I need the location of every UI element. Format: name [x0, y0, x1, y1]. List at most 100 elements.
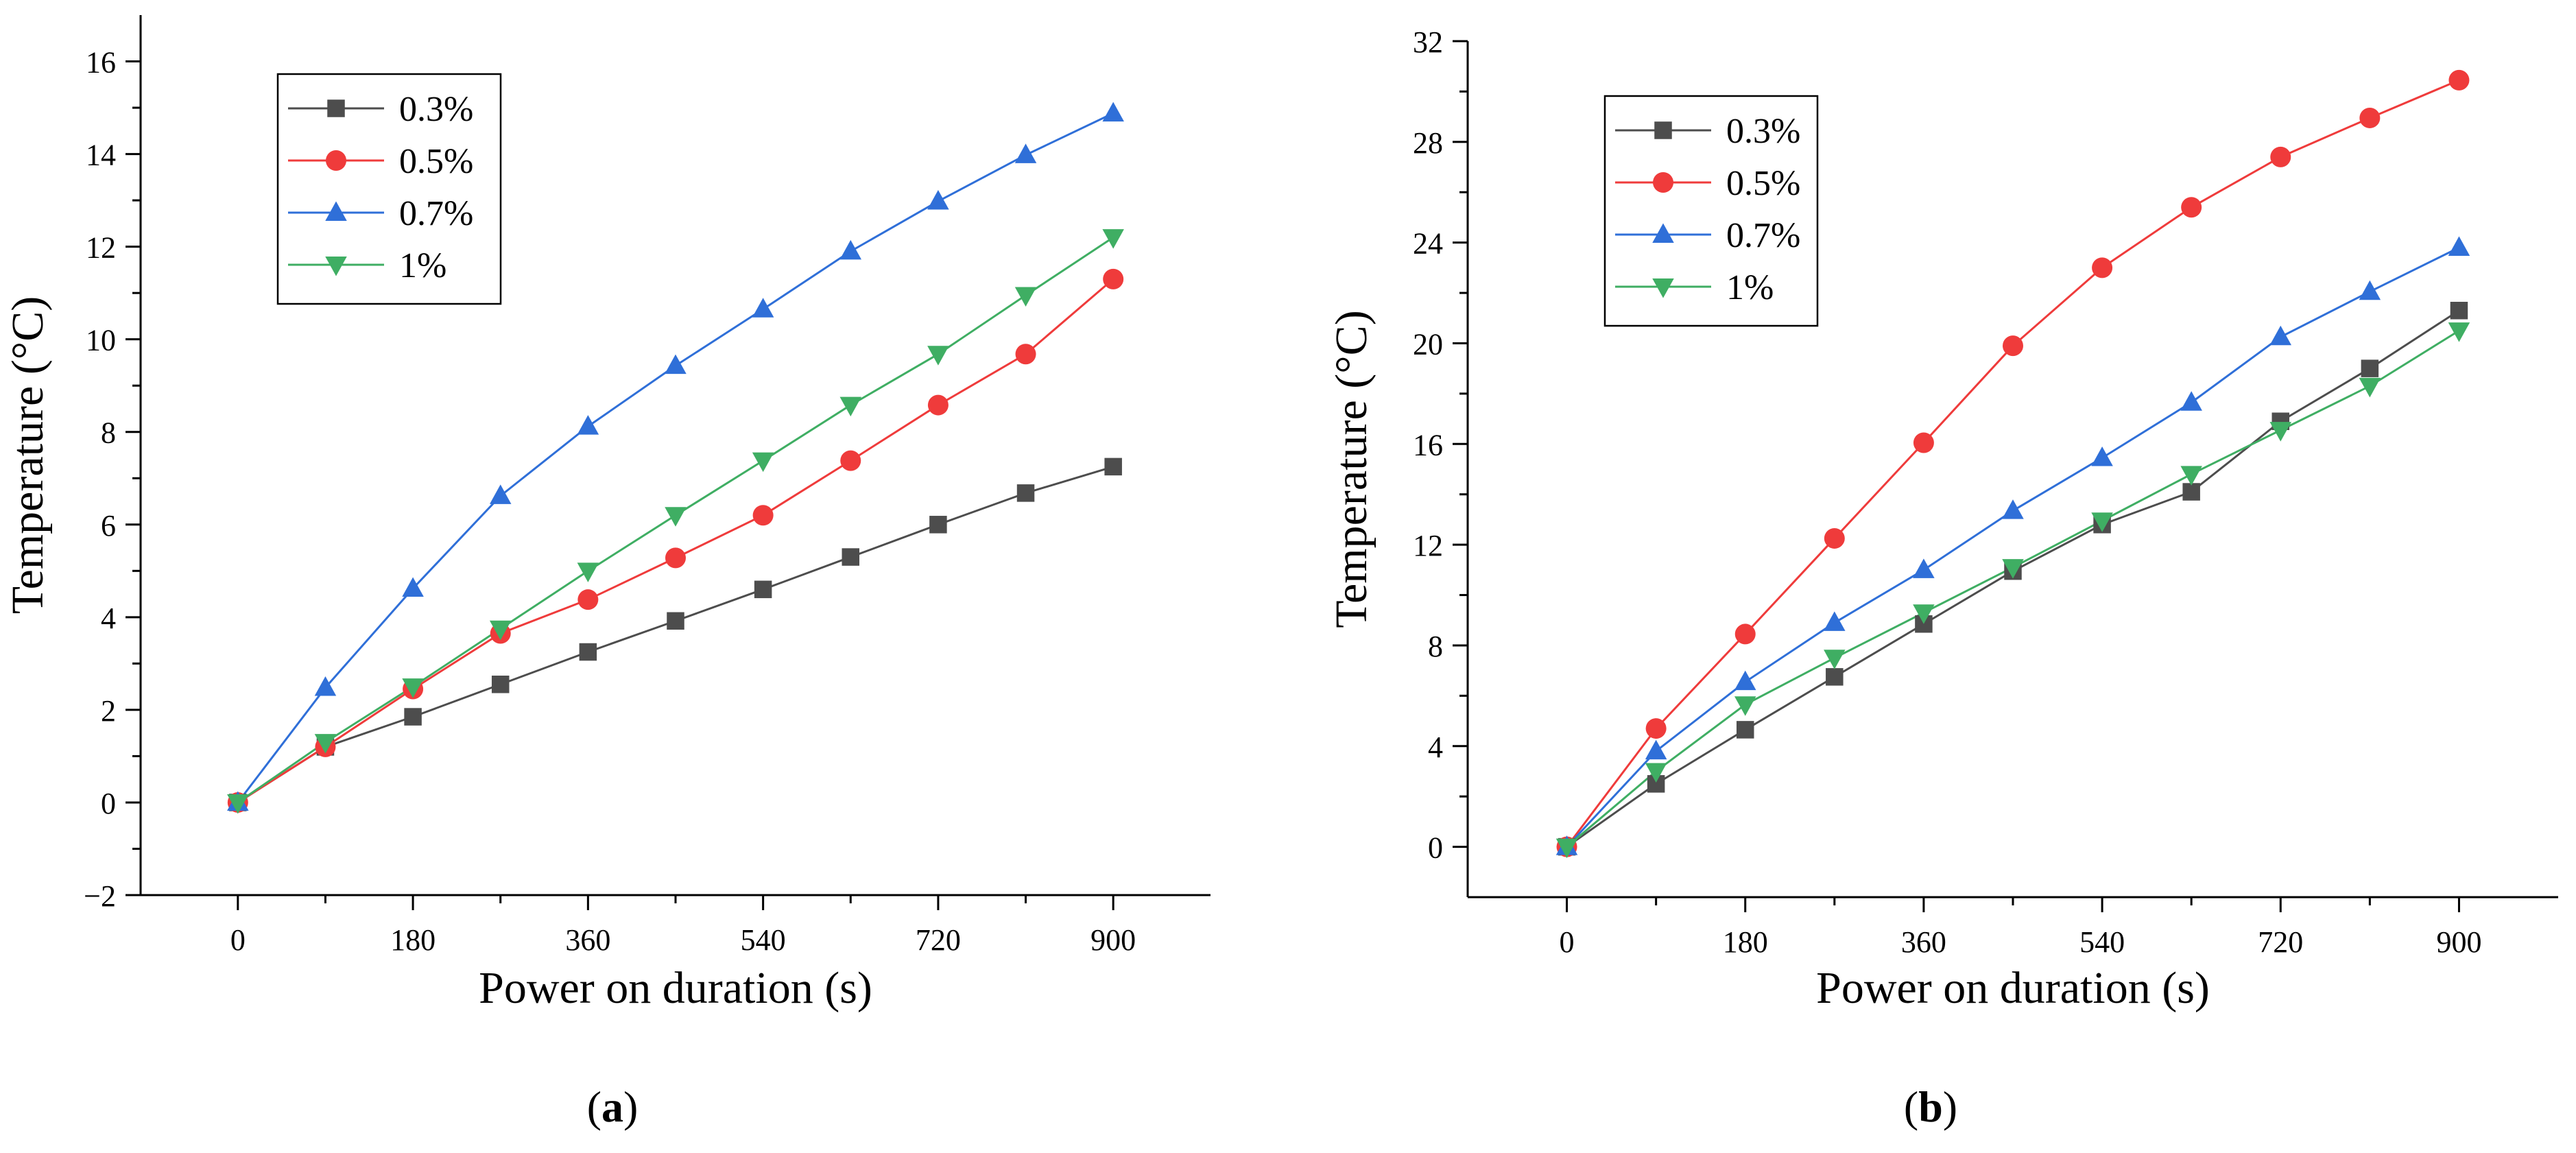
y-tick-label: 16: [1413, 428, 1443, 462]
data-point-0.3%: [1826, 668, 1844, 686]
data-point-1%: [2180, 466, 2202, 486]
data-point-0.3%: [2182, 483, 2200, 501]
legend-marker: [325, 257, 347, 276]
data-point-0.5%: [1913, 432, 1934, 453]
y-tick-label: 20: [1413, 327, 1443, 361]
y-tick-label: 0: [101, 787, 116, 820]
x-tick-label: 720: [916, 923, 961, 957]
data-point-0.7%: [2002, 499, 2024, 519]
data-point-0.7%: [1824, 611, 1846, 631]
data-point-1%: [752, 452, 774, 473]
legend-marker: [1652, 278, 1674, 298]
legend: 0.3% 0.5% 0.7% 1%: [1603, 95, 1819, 327]
y-tick-label: 4: [101, 602, 116, 635]
y-tick-label: 4: [1428, 730, 1443, 764]
x-tick-label: 180: [1723, 925, 1768, 959]
y-axis-title: Temperature (°C): [3, 296, 53, 614]
data-point-0.5%: [2003, 335, 2023, 357]
y-tick-label: 2: [101, 694, 116, 728]
legend-marker: [327, 99, 345, 117]
data-point-0.7%: [839, 239, 862, 260]
data-point-0.5%: [577, 589, 599, 610]
data-point-0.7%: [2091, 446, 2113, 466]
data-point-1%: [1645, 763, 1667, 783]
x-tick-label: 0: [230, 923, 246, 957]
data-point-0.3%: [667, 612, 684, 630]
data-point-1%: [2002, 559, 2024, 579]
legend-label: 0.7%: [399, 194, 473, 233]
data-point-1%: [1913, 604, 1935, 624]
y-tick-label: 8: [101, 416, 116, 450]
data-point-1%: [1102, 229, 1124, 249]
y-tick-label: 12: [86, 231, 116, 265]
data-point-0.3%: [2361, 359, 2379, 377]
data-point-0.7%: [1734, 670, 1756, 691]
data-point-1%: [577, 562, 599, 582]
data-point-0.5%: [1734, 623, 1756, 645]
data-point-0.5%: [2359, 107, 2381, 128]
legend-marker: [326, 150, 346, 171]
x-tick-label: 180: [390, 923, 436, 957]
data-point-1%: [1555, 838, 1578, 859]
data-point-0.5%: [752, 505, 774, 526]
legend-label: 0.5%: [399, 142, 473, 181]
y-tick-label: 24: [1413, 227, 1443, 261]
data-point-1%: [489, 620, 512, 641]
data-point-0.7%: [1014, 143, 1037, 163]
x-tick-label: 360: [1901, 925, 1946, 959]
legend-marker: [1653, 172, 1673, 193]
data-point-0.3%: [491, 676, 510, 693]
y-tick-label: 12: [1413, 529, 1443, 562]
data-point-1%: [402, 678, 424, 698]
data-point-0.3%: [842, 548, 860, 566]
data-point-1%: [1824, 650, 1846, 669]
data-point-1%: [2269, 422, 2292, 442]
data-point-0.5%: [1015, 344, 1036, 365]
data-point-0.7%: [2448, 236, 2470, 256]
legend-label: 0.7%: [1726, 216, 1800, 255]
data-point-0.7%: [402, 577, 424, 597]
data-point-0.3%: [1016, 484, 1035, 502]
x-axis-title: Power on duration (s): [479, 963, 872, 1013]
data-point-1%: [1734, 696, 1756, 716]
y-tick-label: −2: [84, 879, 116, 913]
legend-label: 1%: [399, 246, 446, 285]
data-point-0.5%: [2181, 197, 2202, 218]
legend-label: 0.3%: [399, 90, 473, 129]
panel-caption: (a): [587, 1082, 639, 1131]
data-point-1%: [2359, 377, 2381, 398]
data-point-0.5%: [1103, 268, 1124, 289]
data-point-0.3%: [754, 580, 772, 599]
data-point-0.7%: [314, 676, 337, 696]
data-point-0.7%: [1102, 102, 1124, 122]
data-point-0.5%: [1645, 718, 1667, 739]
data-point-0.5%: [2092, 257, 2113, 278]
x-tick-label: 540: [2079, 925, 2125, 959]
data-point-0.7%: [1913, 558, 1935, 578]
y-axis-title: Temperature (°C): [1326, 310, 1376, 628]
legend: 0.3% 0.5% 0.7% 1%: [276, 73, 502, 305]
data-point-1%: [1014, 287, 1037, 307]
data-point-0.3%: [579, 643, 597, 661]
series-line-1%: [1566, 329, 2460, 848]
x-tick-label: 900: [2436, 925, 2481, 959]
data-point-0.3%: [929, 516, 947, 534]
data-point-1%: [927, 346, 949, 366]
legend-marker: [1652, 223, 1674, 243]
data-point-0.3%: [404, 708, 422, 726]
data-point-0.5%: [2270, 146, 2291, 167]
data-point-0.5%: [665, 547, 686, 569]
x-tick-label: 360: [565, 923, 610, 957]
data-point-0.5%: [2448, 69, 2470, 91]
legend-label: 0.5%: [1726, 164, 1800, 203]
data-point-1%: [314, 734, 337, 754]
data-point-1%: [2448, 322, 2470, 342]
data-point-1%: [227, 794, 249, 814]
panel-caption: (b): [1904, 1082, 1957, 1131]
data-point-0.7%: [577, 415, 599, 435]
legend-label: 0.3%: [1726, 112, 1800, 151]
data-point-0.7%: [665, 354, 687, 375]
y-tick-label: 0: [1428, 831, 1443, 865]
data-point-0.7%: [752, 298, 774, 318]
y-tick-label: 6: [101, 509, 116, 543]
